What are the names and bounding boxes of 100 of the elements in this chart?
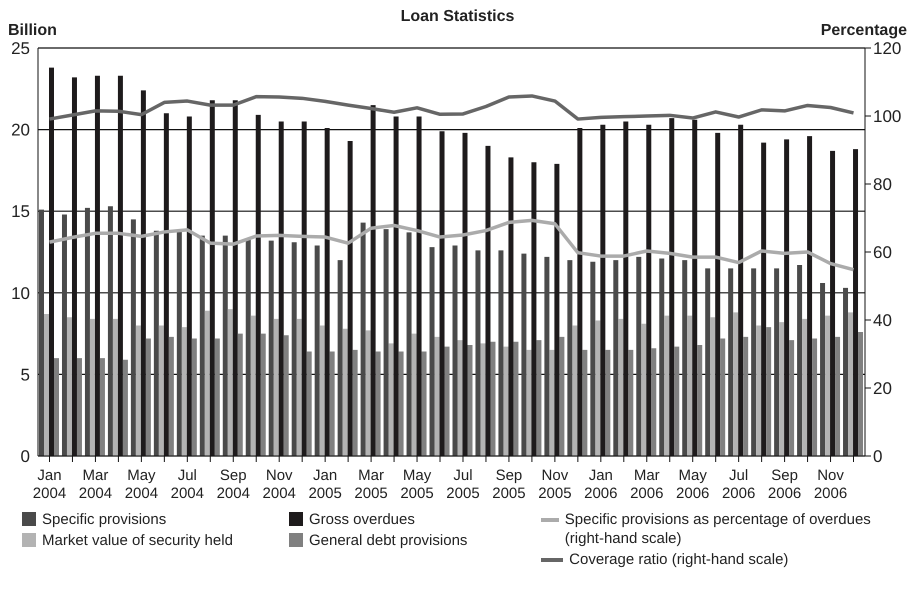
bar (292, 242, 297, 456)
bar (44, 314, 49, 456)
bar (108, 206, 113, 456)
x-tick-label: Jan 2006 (584, 467, 618, 502)
bar (789, 340, 794, 456)
bar (812, 338, 818, 456)
x-tick-label: Sep 2006 (768, 467, 802, 502)
x-tick-label: Jul 2006 (722, 467, 756, 502)
bar (618, 318, 624, 456)
legend-label: General debt provisions (308, 531, 468, 550)
bar (646, 124, 652, 456)
bar (582, 350, 588, 456)
x-tick-label: Jul 2004 (170, 467, 204, 502)
bar (118, 76, 123, 456)
bar (669, 118, 674, 456)
bar (130, 219, 136, 456)
y2-tick-label: 80 (873, 175, 892, 194)
bar (536, 340, 542, 456)
x-tick-label: May 2005 (400, 467, 434, 502)
y-tick-label: 25 (11, 39, 30, 58)
bar (733, 312, 738, 456)
bar (204, 310, 210, 456)
bar (462, 132, 468, 456)
bar (72, 77, 77, 456)
bar (348, 141, 353, 456)
bar (858, 332, 864, 456)
x-tick-label: Nov 2005 (538, 467, 572, 502)
bar (434, 336, 440, 456)
bar (728, 268, 734, 456)
bar (39, 210, 44, 456)
bar (182, 327, 187, 456)
y2-tick-label: 60 (873, 243, 892, 262)
bar (422, 352, 427, 456)
bar (692, 120, 698, 456)
bar (444, 346, 450, 456)
bar (222, 236, 228, 456)
bar (406, 232, 412, 456)
bar (544, 256, 550, 456)
bar (766, 327, 772, 456)
bar (756, 325, 762, 456)
bar (366, 330, 371, 456)
bar (475, 250, 480, 456)
bar (232, 100, 238, 456)
bar (158, 325, 164, 456)
bar (738, 124, 744, 456)
legend-label: Coverage ratio (right-hand scale) (569, 550, 788, 569)
bar (398, 352, 404, 456)
bar (296, 318, 302, 456)
x-tick-label: Nov 2006 (814, 467, 848, 502)
bar (256, 114, 261, 456)
x-tick-label: Mar 2005 (354, 467, 388, 502)
bar (628, 350, 634, 456)
bar (210, 100, 215, 456)
bar (577, 128, 582, 456)
bar (94, 76, 100, 456)
bar (751, 268, 756, 456)
bar (468, 345, 472, 456)
bar (659, 258, 664, 456)
bar (664, 316, 670, 456)
bar (567, 260, 572, 456)
bar (360, 222, 366, 456)
bar (176, 230, 182, 456)
bar (376, 352, 381, 456)
bar (572, 325, 578, 456)
bar (508, 157, 514, 456)
bar (503, 346, 508, 456)
bar (122, 360, 128, 456)
bar (761, 142, 766, 456)
bar (715, 132, 720, 456)
bar (320, 325, 325, 456)
bar (430, 247, 435, 456)
y-tick-label: 5 (20, 365, 30, 384)
bar (554, 164, 560, 456)
bar (807, 136, 812, 456)
bar (388, 343, 394, 456)
bar (674, 346, 680, 456)
legend-label: Market value of security held (42, 531, 233, 550)
bar (526, 350, 532, 456)
bar (705, 268, 710, 456)
bar (623, 121, 628, 456)
bar (200, 236, 205, 456)
x-tick-label: Mar 2006 (630, 467, 664, 502)
bar (168, 336, 174, 456)
bar (613, 260, 618, 456)
x-tick-label: May 2004 (124, 467, 158, 502)
legend-label: Specific provisions (42, 510, 166, 529)
x-tick-label: Jan 2005 (308, 467, 342, 502)
bar (260, 334, 266, 456)
bar (590, 262, 596, 456)
bar (250, 316, 256, 456)
bar (112, 318, 118, 456)
bar (825, 316, 830, 456)
legend-label: Specific provisions as percentage of overdues (right-hand scale) (564, 510, 872, 548)
y-tick-label: 20 (11, 120, 30, 140)
bar (779, 322, 784, 456)
bar (458, 340, 462, 456)
y2-tick-label: 0 (873, 447, 882, 466)
bar (641, 324, 646, 456)
bar (49, 68, 54, 456)
bar (164, 113, 169, 456)
